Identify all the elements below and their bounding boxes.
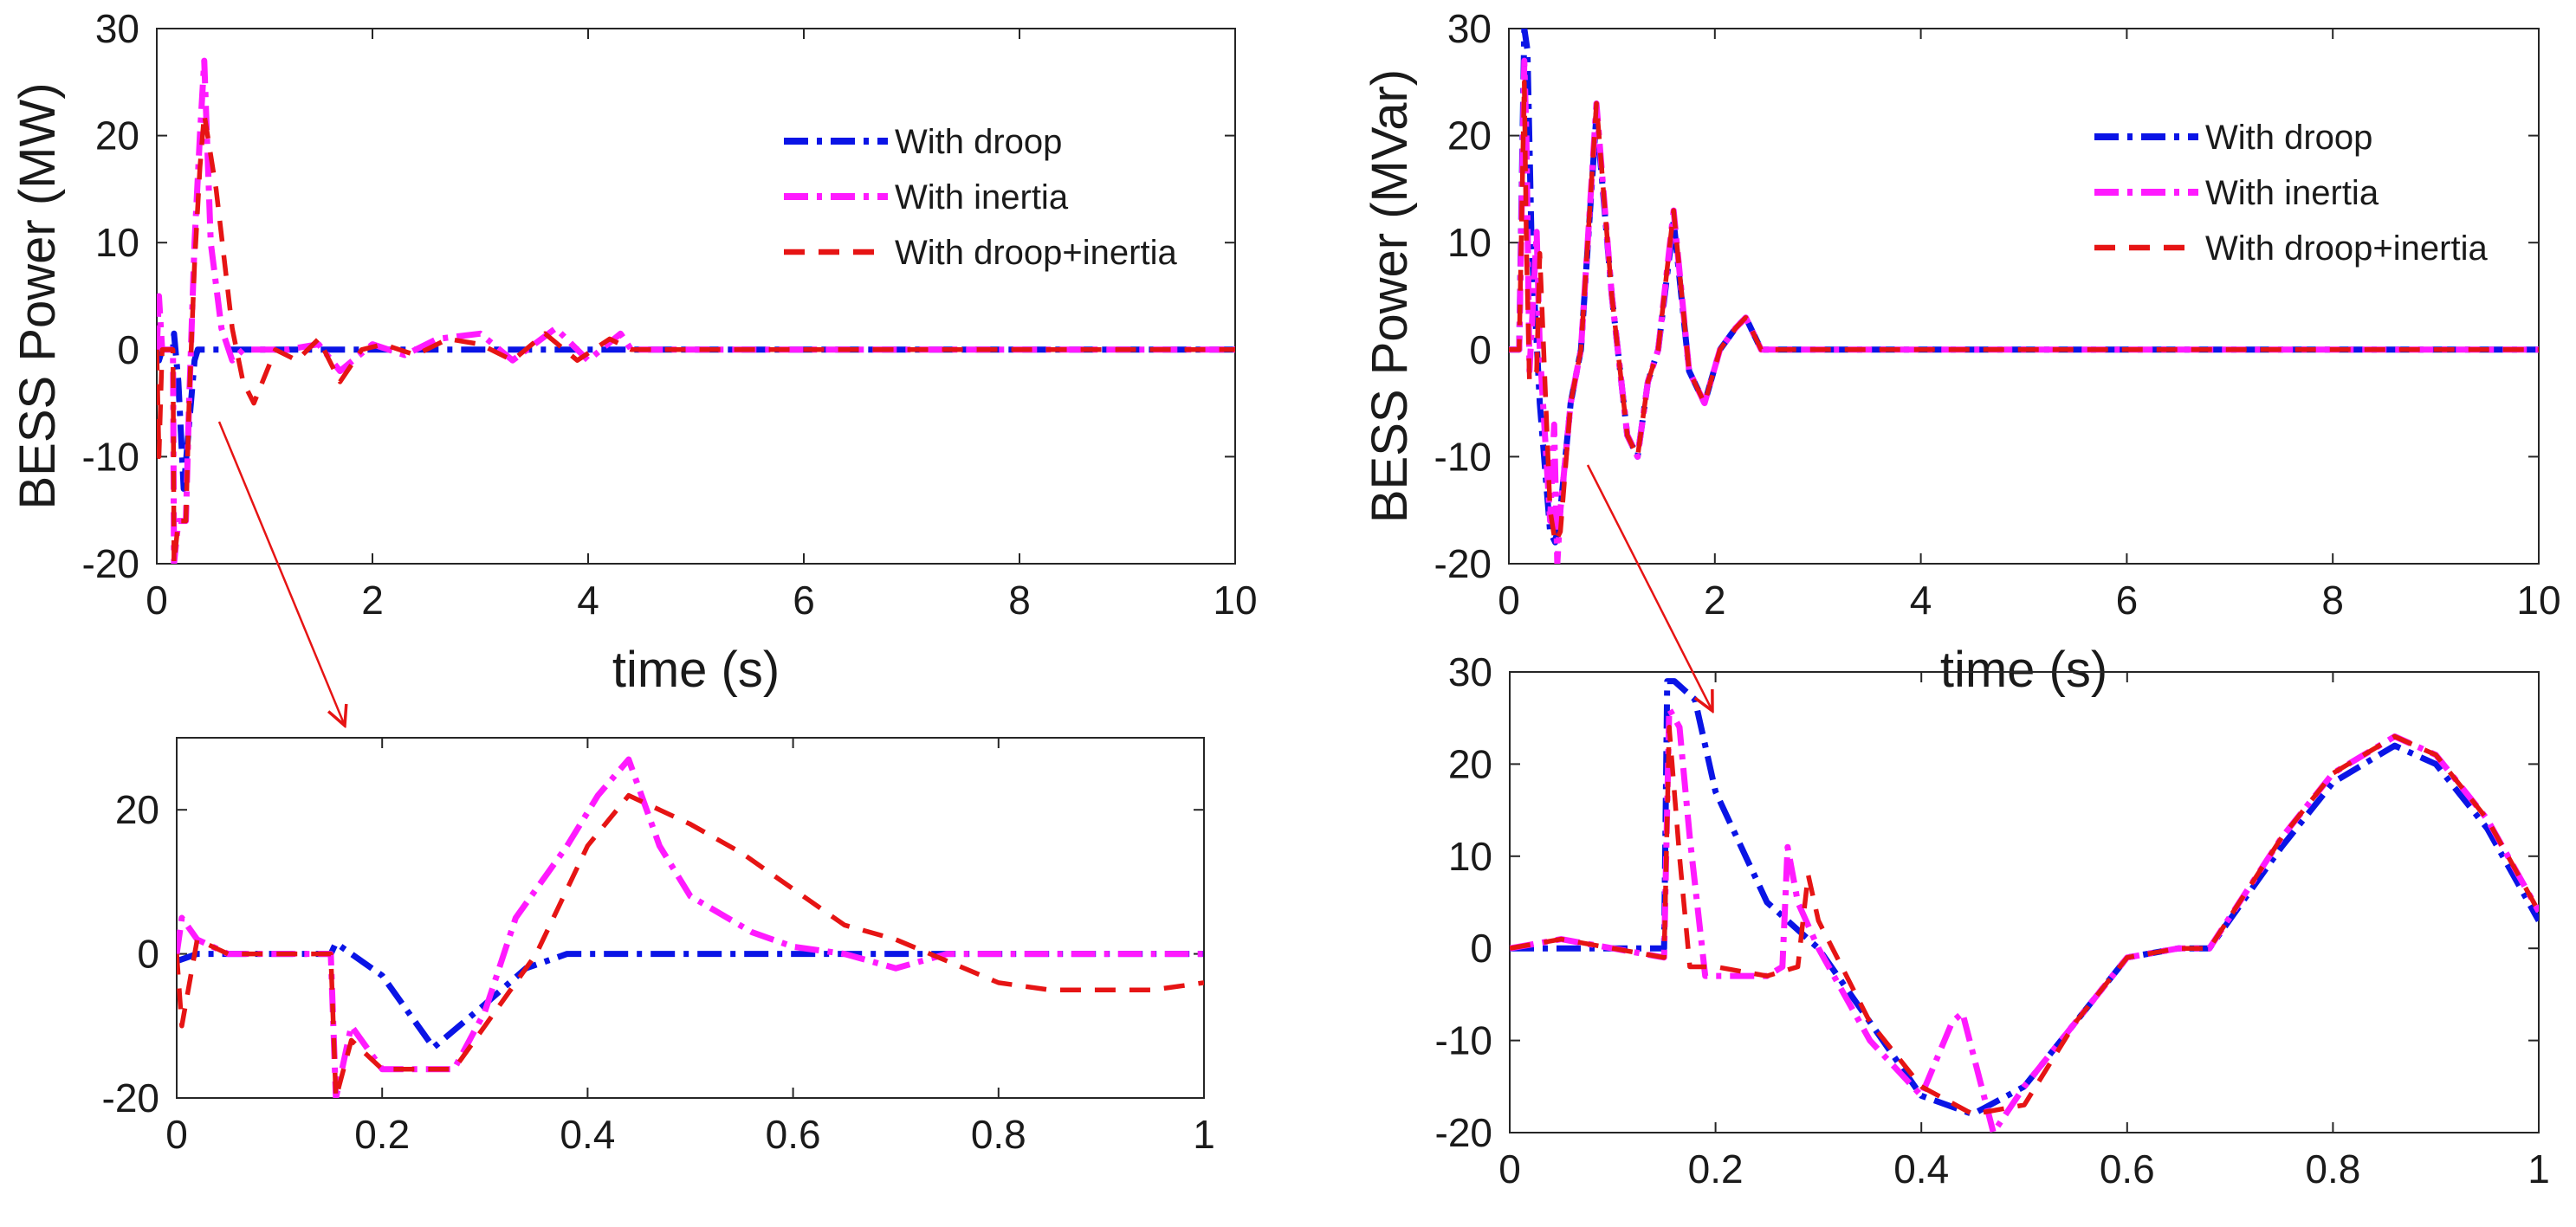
active-main-xtick-label: 8 bbox=[1008, 578, 1031, 623]
active-zoom-xtick-label: 0.2 bbox=[354, 1112, 410, 1157]
reactive-zoom-ytick-label: -20 bbox=[1435, 1110, 1492, 1155]
active-zoom-xtick-label: 1 bbox=[1193, 1112, 1215, 1157]
reactive-zoom-ytick-label: 10 bbox=[1448, 834, 1492, 879]
reactive-main-x-axis-title: time (s) bbox=[1940, 642, 2107, 698]
active-main-ytick-label: -10 bbox=[82, 434, 139, 479]
reactive-main-xtick-label: 8 bbox=[2321, 578, 2344, 623]
reactive-main-xtick-label: 10 bbox=[2516, 578, 2560, 623]
active-zoom-series-droop-inertia bbox=[177, 792, 1204, 1098]
active-zoom-series-inertia bbox=[177, 756, 1204, 1098]
reactive-zoom-arrow bbox=[1586, 464, 1712, 711]
reactive-main-xtick-label: 4 bbox=[1910, 578, 1932, 623]
active-zoom-ytick-label: 20 bbox=[115, 787, 159, 832]
reactive-zoom-ytick-label: 20 bbox=[1448, 741, 1492, 786]
reactive-zoom-xtick-label: 0 bbox=[1498, 1146, 1521, 1191]
reactive-main-xtick-label: 2 bbox=[1704, 578, 1726, 623]
active-main-series-inertia bbox=[157, 57, 1235, 564]
active-zoom-ytick-label: -20 bbox=[102, 1075, 159, 1120]
reactive-main-ytick-label: 20 bbox=[1447, 113, 1492, 158]
active-main-x-axis-title: time (s) bbox=[612, 642, 780, 698]
active-main-legend-label-droop: With droop bbox=[895, 123, 1062, 161]
reactive-main-ytick-label: 10 bbox=[1447, 220, 1492, 265]
reactive-power-main-plot: 0 2 4 6 8 10 -20 -10 0 10 20 30 time (s) BESS Power (… bbox=[1362, 6, 2561, 698]
reactive-main-legend-label-inertia: With inertia bbox=[2205, 174, 2379, 212]
reactive-main-y-axis-title: BESS Power (MVar) bbox=[1362, 69, 1418, 523]
reactive-main-ytick-label: 30 bbox=[1447, 6, 1492, 51]
active-main-axes-box bbox=[156, 28, 1236, 565]
reactive-main-ytick-label: 0 bbox=[1469, 327, 1492, 372]
reactive-zoom-xtick-label: 0.4 bbox=[1893, 1146, 1949, 1191]
reactive-main-xtick-label: 6 bbox=[2116, 578, 2139, 623]
active-zoom-xtick-label: 0.4 bbox=[560, 1112, 615, 1157]
active-zoom-xtick-label: 0.8 bbox=[971, 1112, 1026, 1157]
reactive-main-series-droop-inertia bbox=[1509, 80, 2539, 546]
active-main-xtick-label: 2 bbox=[361, 578, 384, 623]
reactive-main-legend-label-droop-inertia: With droop+inertia bbox=[2205, 229, 2488, 268]
active-main-xtick-label: 10 bbox=[1213, 578, 1257, 623]
active-main-series-droop bbox=[157, 330, 1235, 492]
active-main-legend-label-droop-inertia: With droop+inertia bbox=[895, 234, 1177, 272]
active-main-xtick-label: 0 bbox=[146, 578, 168, 623]
active-main-ytick-label: 20 bbox=[95, 113, 139, 158]
active-zoom-xtick-label: 0.6 bbox=[766, 1112, 821, 1157]
reactive-zoom-ytick-label: -10 bbox=[1435, 1018, 1492, 1063]
reactive-power-zoom-plot: 0 0.2 0.4 0.6 0.8 1 -20 -10 0 10 20 30 bbox=[1435, 649, 2550, 1191]
reactive-main-ytick-label: -20 bbox=[1434, 541, 1492, 586]
active-zoom-xtick-label: 0 bbox=[165, 1112, 188, 1157]
active-zoom-axes-box bbox=[176, 737, 1205, 1099]
active-main-ytick-label: 30 bbox=[95, 6, 139, 51]
reactive-zoom-xtick-label: 0.8 bbox=[2305, 1146, 2360, 1191]
reactive-zoom-ytick-label: 30 bbox=[1448, 649, 1492, 694]
reactive-zoom-xtick-label: 0.2 bbox=[1688, 1146, 1744, 1191]
active-main-ytick-label: 10 bbox=[95, 220, 139, 265]
active-zoom-arrow bbox=[217, 421, 345, 726]
active-main-ytick-label: -20 bbox=[82, 541, 139, 586]
reactive-main-xtick-label: 0 bbox=[1498, 578, 1520, 623]
reactive-zoom-xtick-label: 1 bbox=[2527, 1146, 2550, 1191]
active-main-series-droop-inertia bbox=[157, 112, 1235, 564]
reactive-main-axes-box bbox=[1508, 28, 2540, 565]
active-main-xtick-label: 6 bbox=[793, 578, 815, 623]
active-zoom-ytick-label: 0 bbox=[137, 932, 159, 977]
active-main-legend-label-inertia: With inertia bbox=[895, 178, 1069, 216]
reactive-zoom-series-droop-inertia bbox=[1510, 725, 2539, 1117]
active-main-y-axis-title: BESS Power (MW) bbox=[10, 82, 66, 509]
reactive-zoom-xtick-label: 0.6 bbox=[2100, 1146, 2155, 1191]
reactive-zoom-axes-box bbox=[1509, 671, 2540, 1133]
reactive-main-ytick-label: -10 bbox=[1434, 434, 1492, 479]
reactive-zoom-ytick-label: 0 bbox=[1470, 926, 1492, 971]
reactive-main-legend-label-droop: With droop bbox=[2205, 119, 2372, 157]
active-main-ytick-label: 0 bbox=[117, 327, 139, 372]
active-power-main-plot: 0 2 4 6 8 10 -20 -10 0 10 20 30 time (s) BESS Power (… bbox=[10, 6, 1258, 698]
active-main-xtick-label: 4 bbox=[577, 578, 599, 623]
